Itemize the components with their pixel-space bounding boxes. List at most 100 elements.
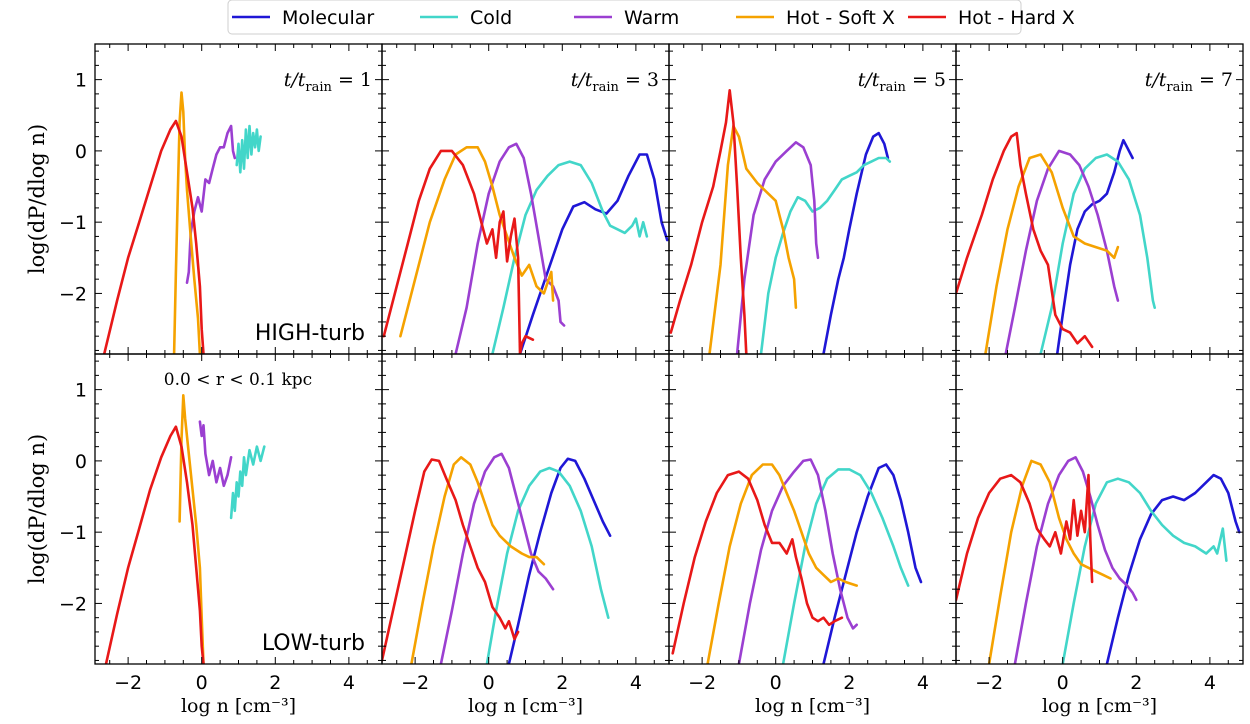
legend-entry-warm: Warm xyxy=(574,7,679,29)
series-line-hot-soft-x xyxy=(987,459,1112,664)
series-line-hot-soft-x xyxy=(706,463,858,664)
x-axis-label: log n [cm⁻³] xyxy=(468,695,583,717)
x-tick-label: 0 xyxy=(196,672,208,694)
x-tick-label: 0 xyxy=(770,672,782,694)
time-label: t/train = 3 xyxy=(571,69,659,95)
series-line-hot-hard-x xyxy=(382,149,535,354)
panel-high-turb-t3: t/train = 3 xyxy=(381,43,670,355)
x-tick-label: −2 xyxy=(688,672,716,694)
x-tick-label: 2 xyxy=(556,672,568,694)
legend-entry-cold: Cold xyxy=(420,7,512,29)
time-label: t/train = 7 xyxy=(1145,69,1233,95)
panel-curves xyxy=(102,91,262,354)
row-label-high-turb: HIGH-turb xyxy=(255,321,365,346)
series-line-hot-soft-x xyxy=(399,146,555,338)
series-line-molecular xyxy=(518,153,669,354)
x-tick-label: −2 xyxy=(114,672,142,694)
y-tick-label: −2 xyxy=(59,283,87,305)
legend-label-warm: Warm xyxy=(624,7,679,29)
y-tick-label: 1 xyxy=(75,380,87,402)
panel-grid: 1 0 −1 −2 t/train = 1 t/train = 3 t/train = 5 t… xyxy=(59,43,1244,694)
legend: Molecular Cold Warm Hot - Soft X Hot - Hard … xyxy=(227,0,1075,35)
x-tick-label: 0 xyxy=(483,672,495,694)
series-line-cold xyxy=(235,124,262,174)
legend-entry-hot-hard-x: Hot - Hard X xyxy=(908,7,1075,29)
panel-curves xyxy=(956,456,1241,664)
legend-entry-hot-soft-x: Hot - Soft X xyxy=(736,7,895,29)
y-tick-label: −1 xyxy=(59,212,87,234)
time-label: t/train = 1 xyxy=(284,69,372,95)
x-tick-label: 0 xyxy=(1057,672,1069,694)
series-line-molecular xyxy=(1055,138,1134,354)
legend-entry-molecular: Molecular xyxy=(232,7,374,29)
series-line-cold xyxy=(491,160,649,354)
x-axis-labels: log n [cm⁻³] log n [cm⁻³] log n [cm⁻³] log … xyxy=(181,695,1157,717)
series-line-hot-hard-x xyxy=(671,470,844,655)
row-label-low-turb: LOW-turb xyxy=(262,631,365,656)
panel-annotations: HIGH-turb LOW-turb 0.0 < r < 0.1 kpc xyxy=(164,321,365,656)
y-axis-labels: log(dP/dlog n) log(dP/dlog n) xyxy=(25,124,49,584)
x-tick-label: 4 xyxy=(630,672,642,694)
panel-high-turb-t5: t/train = 5 xyxy=(668,43,957,355)
x-axis-label: log n [cm⁻³] xyxy=(1042,695,1157,717)
series-line-hot-hard-x xyxy=(382,458,520,662)
series-line-hot-hard-x xyxy=(102,119,205,354)
series-line-hot-hard-x xyxy=(669,89,748,354)
panel-low-turb-t1: −2 0 2 4 1 0 −1 −2 xyxy=(59,353,383,694)
panel-frame xyxy=(94,353,383,665)
series-line-hot-hard-x xyxy=(104,425,205,664)
series-line-hot-soft-x xyxy=(708,124,798,354)
series-line-warm xyxy=(1013,456,1138,664)
series-line-hot-soft-x xyxy=(178,394,205,664)
panel-curves xyxy=(382,452,612,664)
panel-high-turb-t7: t/train = 7 xyxy=(955,43,1244,355)
series-line-hot-soft-x xyxy=(172,91,202,354)
x-tick-label: 2 xyxy=(843,672,855,694)
y-tick-label: 0 xyxy=(75,141,87,163)
series-line-molecular xyxy=(507,457,612,664)
panel-curves xyxy=(671,458,923,664)
y-tick-label: −2 xyxy=(59,593,87,615)
series-line-hot-soft-x xyxy=(984,153,1120,354)
series-line-warm xyxy=(198,420,233,488)
x-tick-label: −2 xyxy=(975,672,1003,694)
panel-frame xyxy=(955,353,1244,665)
x-tick-label: 4 xyxy=(343,672,355,694)
legend-label-cold: Cold xyxy=(470,7,512,29)
x-axis-label: log n [cm⁻³] xyxy=(181,695,296,717)
legend-label-hot-soft-x: Hot - Soft X xyxy=(786,7,895,29)
y-tick-label: 0 xyxy=(75,451,87,473)
series-line-warm xyxy=(439,452,555,664)
series-line-cold xyxy=(759,156,892,354)
series-line-warm xyxy=(737,458,858,664)
panel-frame xyxy=(381,353,670,665)
panel-curves xyxy=(669,89,892,354)
series-line-cold xyxy=(1039,153,1156,354)
x-tick-label: 4 xyxy=(917,672,929,694)
series-line-cold xyxy=(781,468,910,664)
x-axis-label: log n [cm⁻³] xyxy=(755,695,870,717)
x-tick-label: −2 xyxy=(401,672,429,694)
radius-range-label: 0.0 < r < 0.1 kpc xyxy=(164,370,312,390)
series-line-cold xyxy=(229,445,266,520)
x-tick-label: 2 xyxy=(1130,672,1142,694)
series-line-warm xyxy=(735,141,820,354)
panel-low-turb-t5: −2 0 2 4 xyxy=(668,353,957,694)
panel-curves xyxy=(104,394,266,664)
legend-label-hot-hard-x: Hot - Hard X xyxy=(958,7,1075,29)
series-line-molecular xyxy=(822,131,890,354)
series-line-hot-hard-x xyxy=(956,131,1094,349)
x-tick-label: 2 xyxy=(269,672,281,694)
panel-high-turb-t1: 1 0 −1 −2 t/train = 1 xyxy=(59,43,383,355)
series-line-cold xyxy=(485,466,610,664)
time-label: t/train = 5 xyxy=(858,69,946,95)
legend-label-molecular: Molecular xyxy=(282,7,374,29)
y-tick-label: 1 xyxy=(75,70,87,92)
y-axis-label-top: log(dP/dlog n) xyxy=(25,124,49,274)
y-tick-label: −1 xyxy=(59,522,87,544)
x-tick-label: 4 xyxy=(1204,672,1216,694)
series-line-hot-soft-x xyxy=(410,456,546,664)
series-line-hot-hard-x xyxy=(956,473,1094,602)
series-line-warm xyxy=(185,124,237,284)
